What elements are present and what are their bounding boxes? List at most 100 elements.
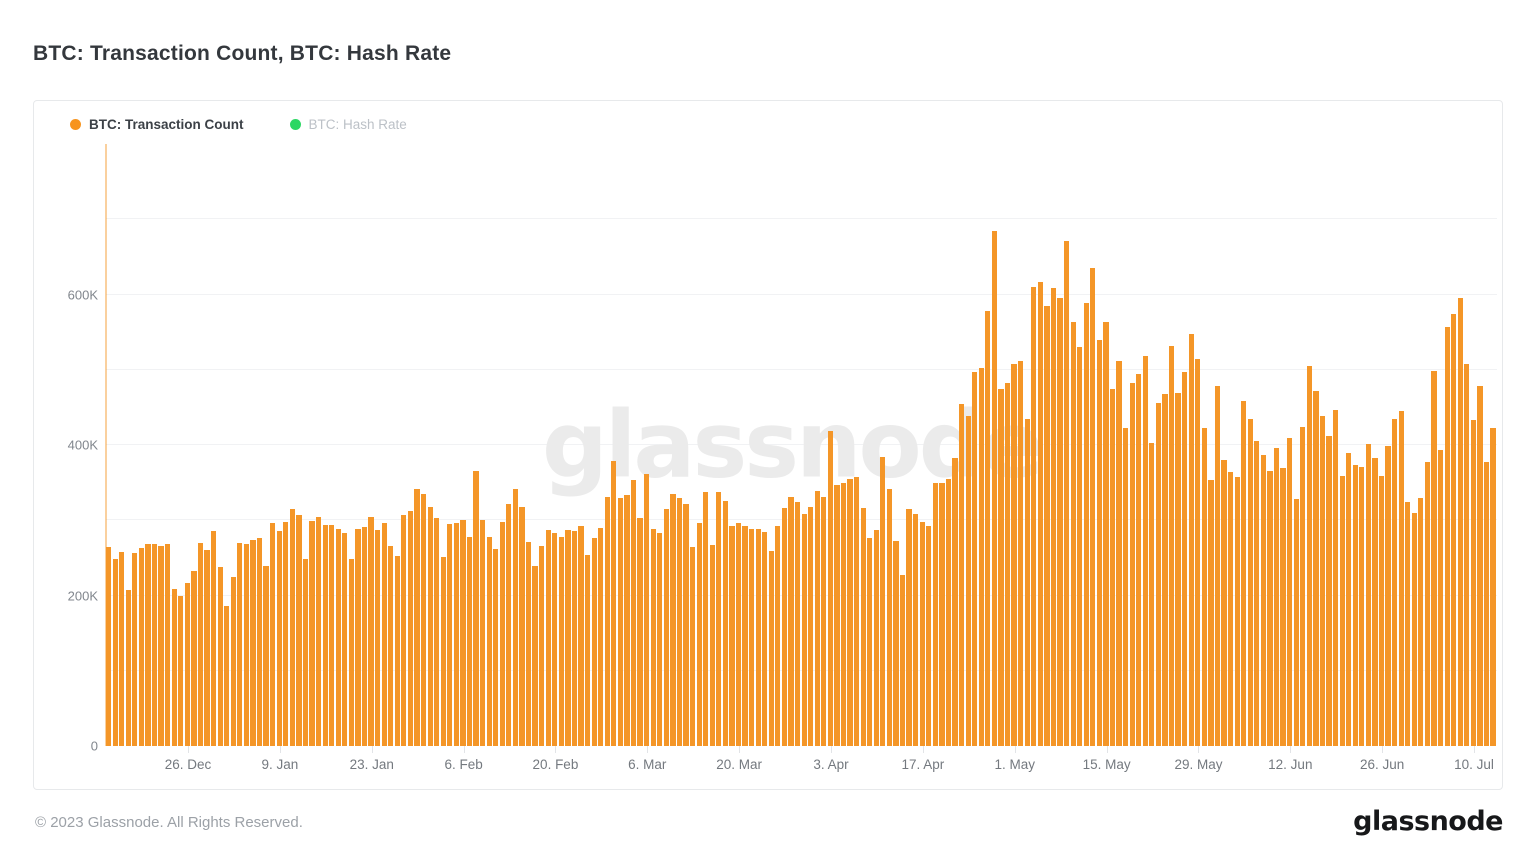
bar-day-8[interactable]	[158, 545, 164, 746]
bar-day-76[interactable]	[604, 496, 610, 746]
bar-day-86[interactable]	[670, 493, 676, 746]
bar-day-84[interactable]	[657, 533, 663, 746]
bar-day-195[interactable]	[1385, 445, 1391, 746]
bar-day-60[interactable]	[499, 521, 505, 746]
bar-day-167[interactable]	[1201, 428, 1207, 746]
bar-day-10[interactable]	[171, 588, 177, 746]
bar-day-67[interactable]	[545, 530, 551, 746]
bar-day-187[interactable]	[1332, 410, 1339, 746]
bar-series-transaction-count[interactable]	[106, 144, 1497, 746]
bar-day-196[interactable]	[1392, 418, 1398, 746]
bar-day-40[interactable]	[368, 517, 374, 746]
bar-day-172[interactable]	[1234, 477, 1240, 746]
bar-day-126[interactable]	[932, 482, 938, 746]
bar-day-135[interactable]	[991, 230, 997, 746]
bar-day-1[interactable]	[112, 559, 118, 746]
legend-item-transaction-count[interactable]: BTC: Transaction Count	[70, 117, 244, 132]
bar-day-186[interactable]	[1326, 435, 1332, 746]
bar-day-144[interactable]	[1050, 288, 1057, 746]
bar-day-5[interactable]	[138, 548, 145, 746]
bar-day-91[interactable]	[703, 492, 709, 746]
bar-day-157[interactable]	[1136, 374, 1142, 746]
legend-item-hash-rate[interactable]: BTC: Hash Rate	[289, 117, 407, 132]
bar-day-204[interactable]	[1444, 326, 1450, 746]
bar-day-146[interactable]	[1063, 241, 1070, 746]
bar-day-123[interactable]	[913, 514, 919, 746]
bar-day-199[interactable]	[1411, 512, 1417, 746]
bar-day-183[interactable]	[1306, 366, 1312, 746]
bar-day-52[interactable]	[447, 524, 453, 746]
bar-day-90[interactable]	[696, 523, 702, 746]
bar-day-97[interactable]	[742, 525, 748, 746]
bar-day-38[interactable]	[355, 528, 361, 746]
bar-day-119[interactable]	[886, 489, 893, 746]
bar-day-94[interactable]	[722, 500, 728, 746]
bar-day-164[interactable]	[1182, 372, 1188, 746]
bar-day-48[interactable]	[420, 493, 427, 746]
bar-day-180[interactable]	[1287, 438, 1293, 746]
bar-day-19[interactable]	[230, 577, 236, 746]
bar-day-30[interactable]	[302, 558, 309, 746]
bar-day-159[interactable]	[1149, 442, 1155, 746]
bar-day-88[interactable]	[683, 503, 689, 746]
bar-day-131[interactable]	[965, 415, 971, 746]
bar-day-61[interactable]	[506, 503, 512, 746]
bar-day-156[interactable]	[1129, 382, 1135, 746]
bar-day-129[interactable]	[952, 457, 958, 746]
bar-day-49[interactable]	[427, 507, 433, 746]
bar-day-194[interactable]	[1378, 475, 1385, 746]
bar-day-115[interactable]	[860, 508, 866, 746]
bar-day-137[interactable]	[1004, 382, 1011, 746]
bar-day-32[interactable]	[315, 516, 322, 746]
bar-day-154[interactable]	[1116, 360, 1122, 746]
bar-day-166[interactable]	[1195, 359, 1201, 746]
bar-day-46[interactable]	[407, 511, 414, 746]
bar-day-31[interactable]	[309, 521, 315, 746]
bar-day-26[interactable]	[276, 530, 282, 746]
bar-day-118[interactable]	[880, 457, 886, 746]
bar-day-12[interactable]	[184, 582, 190, 746]
bar-day-14[interactable]	[197, 542, 204, 746]
bar-day-189[interactable]	[1346, 453, 1352, 746]
bar-day-111[interactable]	[834, 484, 840, 746]
bar-day-211[interactable]	[1490, 427, 1496, 746]
bar-day-55[interactable]	[466, 536, 473, 746]
bar-day-9[interactable]	[165, 544, 171, 746]
bar-day-4[interactable]	[132, 553, 138, 746]
bar-day-140[interactable]	[1024, 418, 1030, 746]
bar-day-21[interactable]	[243, 543, 250, 746]
bar-day-58[interactable]	[486, 536, 492, 746]
bar-day-3[interactable]	[125, 590, 131, 746]
bar-day-99[interactable]	[755, 529, 761, 746]
bar-day-69[interactable]	[558, 536, 564, 746]
bar-day-116[interactable]	[867, 538, 873, 746]
bar-day-181[interactable]	[1293, 499, 1299, 746]
bar-day-125[interactable]	[926, 525, 932, 746]
bar-day-208[interactable]	[1470, 420, 1476, 746]
bar-day-170[interactable]	[1221, 460, 1227, 746]
bar-day-92[interactable]	[709, 545, 715, 746]
bar-day-11[interactable]	[178, 596, 184, 746]
bar-day-124[interactable]	[919, 521, 925, 746]
bar-day-173[interactable]	[1241, 400, 1247, 746]
bar-day-98[interactable]	[749, 529, 755, 746]
bar-day-184[interactable]	[1313, 390, 1319, 746]
bar-day-203[interactable]	[1437, 450, 1444, 746]
bar-day-162[interactable]	[1168, 346, 1175, 746]
bar-day-13[interactable]	[191, 570, 197, 746]
bar-day-81[interactable]	[637, 518, 643, 746]
bar-day-182[interactable]	[1300, 426, 1306, 746]
bar-day-174[interactable]	[1247, 418, 1253, 746]
bar-day-43[interactable]	[388, 545, 394, 746]
bar-day-34[interactable]	[329, 524, 335, 746]
bar-day-100[interactable]	[762, 531, 768, 746]
bar-day-110[interactable]	[827, 430, 833, 746]
bar-day-42[interactable]	[381, 522, 387, 746]
bar-day-24[interactable]	[263, 566, 269, 746]
bar-day-141[interactable]	[1031, 286, 1037, 746]
bar-day-41[interactable]	[375, 530, 381, 746]
bar-day-107[interactable]	[808, 506, 814, 746]
bar-day-20[interactable]	[237, 542, 243, 746]
bar-day-29[interactable]	[296, 514, 302, 746]
bar-day-102[interactable]	[775, 525, 781, 746]
